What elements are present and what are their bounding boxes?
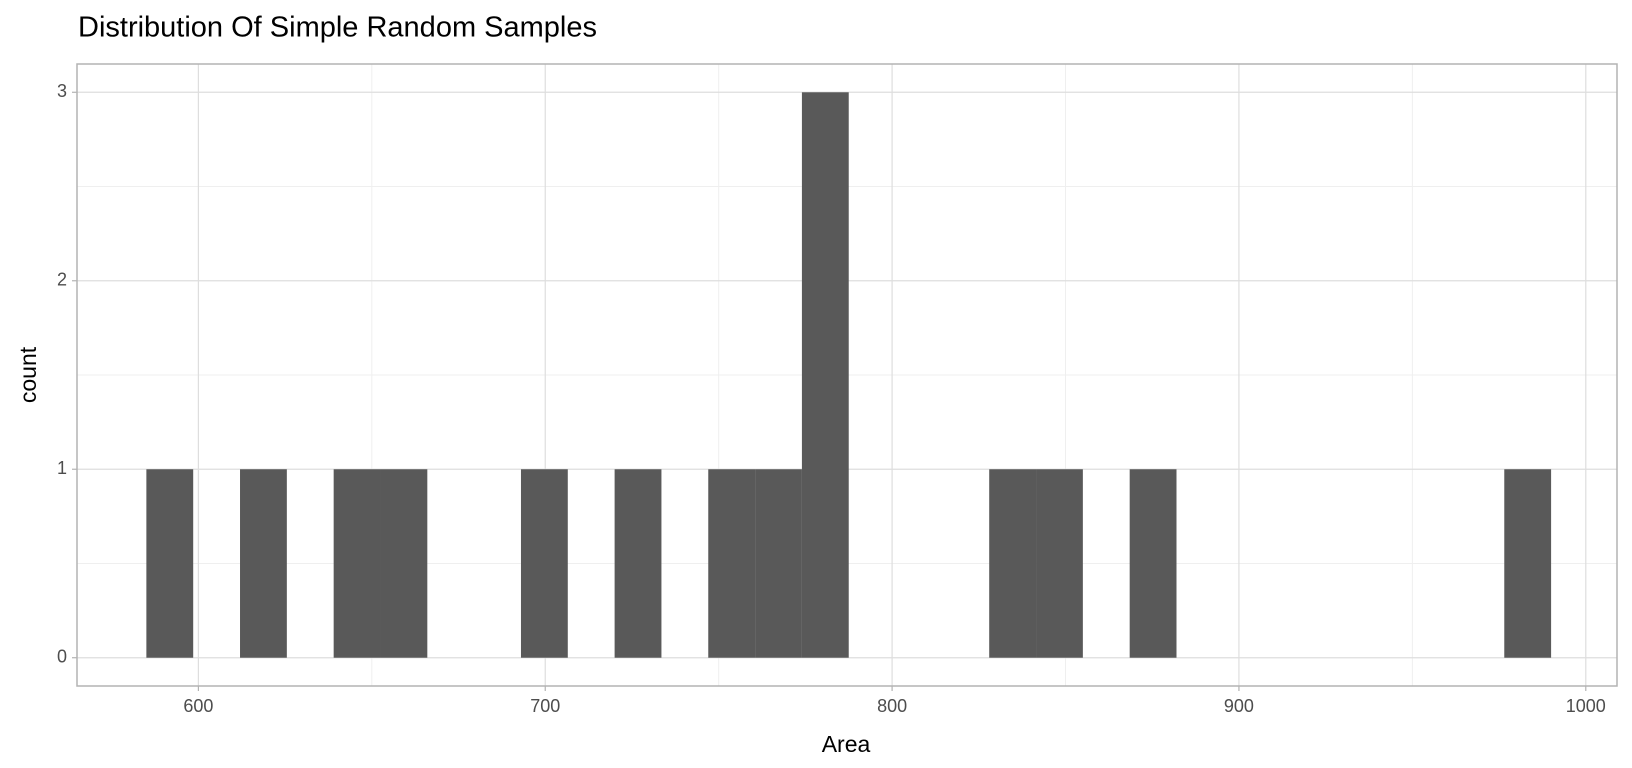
y-tick-label: 0 [57,646,67,666]
y-tick-label: 3 [57,81,67,101]
bar [240,469,287,658]
chart-title: Distribution Of Simple Random Samples [78,12,597,44]
x-tick-label: 700 [530,696,560,716]
panel-border [76,63,1618,687]
y-axis-title: count [15,346,41,403]
bar [989,469,1037,658]
bar [755,469,802,658]
bar [520,469,568,658]
y-tick-label: 2 [57,270,67,290]
x-axis-title: Area [822,731,871,757]
bar [146,469,194,658]
bar [1129,469,1177,658]
x-tick-label: 900 [1224,696,1254,716]
bar [1504,469,1552,658]
bar [801,92,849,658]
x-tick-label: 1000 [1566,696,1606,716]
bar [380,469,428,658]
bar [333,469,381,658]
bar [708,469,756,658]
bar [1036,469,1083,658]
x-tick-label: 800 [877,696,907,716]
y-tick-label: 1 [57,458,67,478]
bar [614,469,662,658]
x-tick-label: 600 [183,696,213,716]
